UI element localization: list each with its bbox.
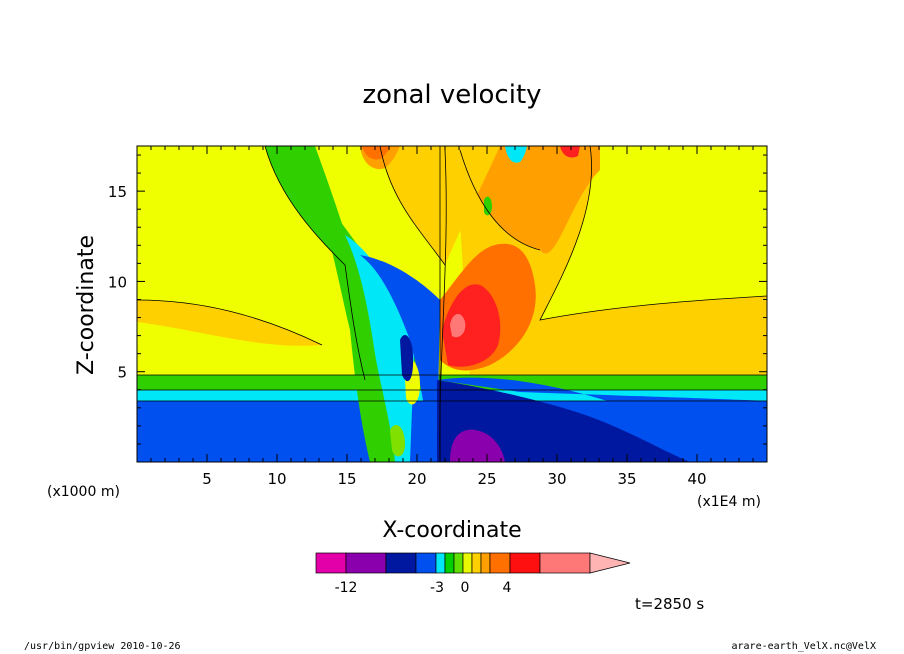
contour-line <box>264 146 366 381</box>
colorbar-segment <box>509 552 541 574</box>
chart-title: zonal velocity <box>362 80 541 110</box>
region-navy-right <box>437 380 690 462</box>
colorbar-tick-label: -3 <box>430 580 444 596</box>
region-left-lime-blob <box>390 425 405 457</box>
contour-line <box>459 149 541 251</box>
colorbar-tick-labels: -12 -3 0 4 <box>335 580 512 596</box>
footer-left: /usr/bin/gpview 2010-10-26 <box>24 641 181 652</box>
y-axis: 5 10 15 <box>108 154 767 445</box>
colorbar-segment <box>462 552 473 574</box>
colorbar <box>315 552 631 574</box>
colorbar-segment <box>415 552 437 574</box>
region-cyan-plume <box>345 235 415 462</box>
colorbar-segment <box>444 552 455 574</box>
velocity-field <box>137 146 767 462</box>
x-tick-label: 15 <box>337 470 356 488</box>
x-tick-label: 30 <box>547 470 566 488</box>
contour-line <box>539 146 767 321</box>
colorbar-tick-label: -12 <box>335 580 358 596</box>
colorbar-segment <box>315 552 347 574</box>
region-pink-core <box>450 314 466 338</box>
x-axis-title: X-coordinate <box>382 518 521 543</box>
contour-line <box>137 299 323 346</box>
colorbar-tick-label: 0 <box>461 580 470 596</box>
time-label: t=2850 s <box>635 595 704 613</box>
x-tick-label: 25 <box>477 470 496 488</box>
y-tick-label: 5 <box>117 364 127 382</box>
y-tick-label: 10 <box>108 273 127 291</box>
colorbar-segment <box>489 552 511 574</box>
y-tick-label: 15 <box>108 183 127 201</box>
colorbar-segment <box>480 552 491 574</box>
x-tick-label: 20 <box>407 470 426 488</box>
region-right-orange <box>460 146 600 254</box>
region-purple-right <box>450 429 505 462</box>
x-tick-label: 35 <box>617 470 636 488</box>
colorbar-tick-label: 4 <box>503 580 512 596</box>
colorbar-segment <box>471 552 482 574</box>
region-red-plume <box>442 284 501 367</box>
contour-line <box>439 149 447 462</box>
colorbar-segment <box>385 552 417 574</box>
colorbar-segment <box>539 552 591 574</box>
x-tick-label: 10 <box>267 470 286 488</box>
region-blue-plume <box>360 255 440 462</box>
z-units-label: (x1000 m) <box>47 484 120 500</box>
colorbar-extend-arrow <box>589 552 631 574</box>
region-left-gold-band <box>137 300 322 346</box>
x-tick-label: 40 <box>687 470 706 488</box>
plot-frame <box>136 145 768 463</box>
footer-right: arare-earth_VelX.nc@VelX <box>731 641 877 652</box>
contour-line <box>379 146 446 266</box>
colorbar-segment <box>453 552 464 574</box>
region-top-green <box>484 196 492 216</box>
region-top-redorange <box>362 146 390 160</box>
region-dark-blue-core <box>400 335 414 382</box>
colorbar-segment <box>435 552 446 574</box>
region-top-red <box>560 146 580 158</box>
x-units-label: (x1E4 m) <box>697 494 761 510</box>
colorbar-segment <box>345 552 387 574</box>
region-blue-right <box>437 377 767 445</box>
x-axis: 5 10 15 20 25 30 35 40 <box>150 146 754 488</box>
x-tick-label: 5 <box>202 470 212 488</box>
region-top-cyan <box>505 146 527 163</box>
y-axis-title: Z-coordinate <box>74 235 99 375</box>
